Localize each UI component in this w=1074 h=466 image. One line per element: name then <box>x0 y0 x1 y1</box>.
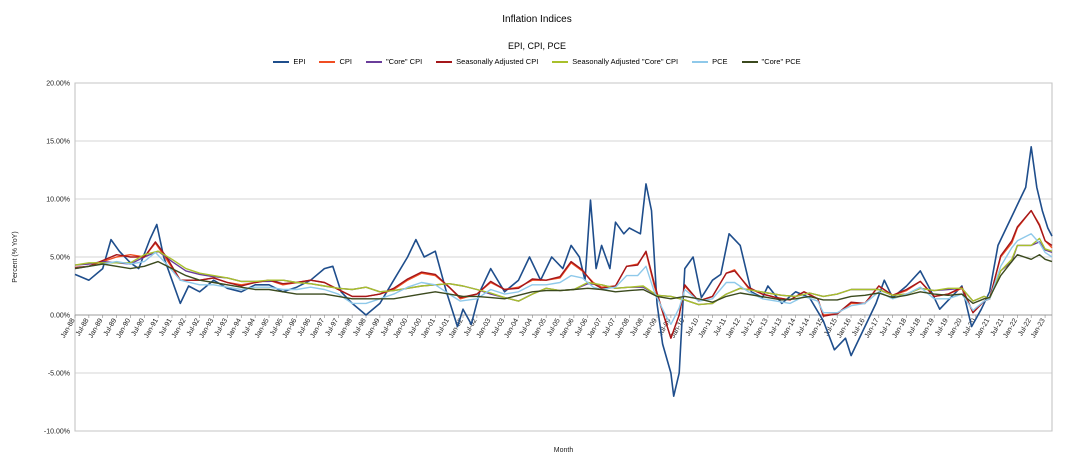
x-tick-label: Jan-07 <box>587 317 604 339</box>
legend-label: CPI <box>339 57 352 66</box>
x-tick-label: Jan-94 <box>226 317 243 339</box>
x-tick-label: Jan-19 <box>919 317 936 339</box>
legend-label: "Core" PCE <box>761 57 801 66</box>
legend-item-7: "Core" PCE <box>741 57 801 66</box>
x-tick-label: Jan-23 <box>1030 317 1047 339</box>
series-line-6 <box>74 233 1053 325</box>
x-tick-label: Jan-91 <box>143 317 160 339</box>
legend-label: EPI <box>293 57 306 66</box>
legend-swatch <box>365 60 382 63</box>
legend-swatch <box>692 60 709 63</box>
legend-label: "Core" CPI <box>385 57 423 66</box>
y-tick-label: 5.00% <box>50 255 70 262</box>
x-tick-label: Jan-13 <box>753 317 770 339</box>
chart-legend: EPI CPI "Core" CPI Seasonally Adjusted CPI S… <box>0 57 1074 66</box>
x-tick-label: Jan-22 <box>1002 317 1019 339</box>
series-line-1 <box>74 146 1053 397</box>
legend-swatch <box>436 60 453 63</box>
x-tick-label: Jan-96 <box>282 317 299 339</box>
y-tick-label: -10.00% <box>44 429 70 436</box>
legend-label: Seasonally Adjusted "Core" CPI <box>572 57 679 66</box>
legend-item-1: EPI <box>273 57 305 66</box>
chart-subtitle: EPI, CPI, PCE <box>507 41 567 51</box>
x-tick-label: Jan-92 <box>171 317 188 339</box>
legend-swatch <box>552 60 569 63</box>
legend-item-4: Seasonally Adjusted CPI <box>436 57 538 66</box>
x-tick-label: Jan-03 <box>476 317 493 339</box>
x-tick-label: Jan-20 <box>947 317 964 339</box>
x-tick-label: Jan-17 <box>864 317 881 339</box>
x-tick-label: Jan-01 <box>420 317 437 339</box>
x-tick-label: Jan-16 <box>836 317 853 339</box>
x-tick-label: Jan-08 <box>614 317 631 339</box>
x-tick-label: Jan-04 <box>503 317 520 339</box>
y-tick-label: 20.00% <box>46 81 70 88</box>
x-tick-label: Jan-09 <box>642 317 659 339</box>
x-tick-label: Jan-93 <box>199 317 216 339</box>
x-tick-label: Jan-98 <box>337 317 354 339</box>
x-tick-label: Jan-97 <box>309 317 326 339</box>
series-line-7 <box>74 254 1053 305</box>
x-tick-label: Jan-12 <box>725 317 742 339</box>
x-tick-label: Jan-88 <box>60 317 77 339</box>
legend-item-2: CPI <box>319 57 352 66</box>
x-tick-label: Jan-05 <box>531 317 548 339</box>
y-tick-label: 0.00% <box>50 313 70 320</box>
legend-item-5: Seasonally Adjusted "Core" CPI <box>552 57 678 66</box>
x-tick-label: Jan-11 <box>698 317 715 339</box>
chart-title: Inflation Indices <box>502 14 572 25</box>
y-axis-label: Percent (% YoY) <box>12 231 19 282</box>
x-tick-label: Jan-89 <box>88 317 105 339</box>
legend-label: PCE <box>712 57 728 66</box>
y-tick-label: 15.00% <box>46 139 70 146</box>
legend-item-6: PCE <box>692 57 728 66</box>
x-tick-label: Jan-21 <box>975 317 992 339</box>
x-tick-label: Jan-14 <box>781 317 798 339</box>
legend-item-3: "Core" CPI <box>365 57 423 66</box>
x-axis-label: Month <box>554 447 574 454</box>
x-tick-label: Jan-18 <box>891 317 908 339</box>
x-tick-label: Jan-95 <box>254 317 271 339</box>
legend-swatch <box>741 60 758 63</box>
legend-label: Seasonally Adjusted CPI <box>456 57 539 66</box>
x-tick-label: Jan-00 <box>393 317 410 339</box>
y-tick-label: 10.00% <box>46 197 70 204</box>
x-tick-label: Jan-06 <box>559 317 576 339</box>
x-tick-label: Jan-90 <box>115 317 132 339</box>
legend-swatch <box>273 60 290 63</box>
legend-swatch <box>319 60 336 63</box>
y-tick-label: -5.00% <box>48 371 70 378</box>
x-tick-label: Jan-99 <box>365 317 382 339</box>
